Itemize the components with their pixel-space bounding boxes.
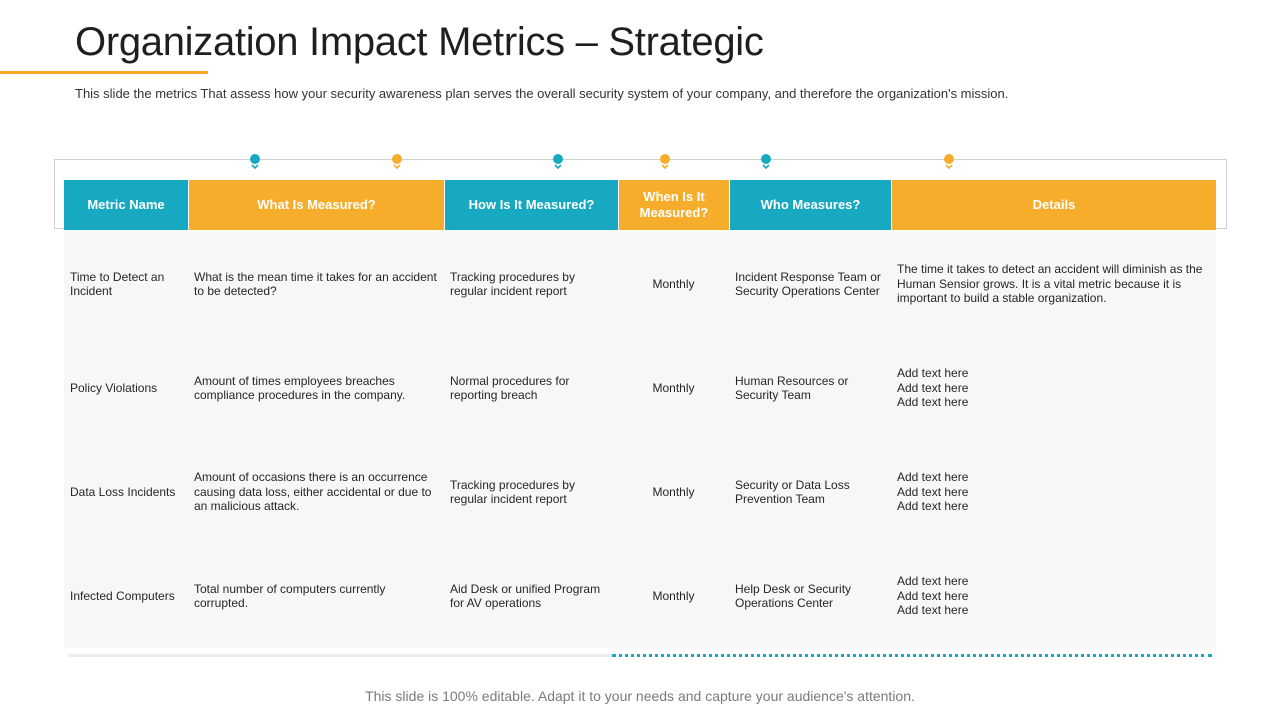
table-row: Data Loss Incidents Amount of occasions … [64,440,1216,544]
when-measured-cell: Monthly [652,484,695,499]
what-measured-cell: Amount of times employees breaches compl… [194,373,406,403]
page-title: Organization Impact Metrics – Strategic [75,20,764,64]
details-cell: Add text here Add text here Add text her… [891,336,1216,440]
table-header-row: Metric Name What Is Measured? How Is It … [64,180,1216,232]
how-measured-cell: Aid Desk or unified Program for AV opera… [450,581,601,611]
details-text: Add text here [897,499,969,514]
header-when-measured: When Is It Measured? [618,180,729,232]
what-measured-cell: Amount of occasions there is an occurren… [194,470,432,514]
column-marker-icon [390,154,404,174]
details-text: The time it takes to detect an accident … [897,262,1203,306]
column-marker-icon [942,154,956,174]
header-metric-name: Metric Name [64,180,188,232]
column-marker-icon [248,154,262,174]
header-details: Details [891,180,1216,232]
column-marker-icon [658,154,672,174]
how-measured-cell: Tracking procedures by regular incident … [450,477,575,507]
metric-name-cell: Policy Violations [70,380,158,395]
how-measured-cell: Normal procedures for reporting breach [450,373,570,403]
when-measured-cell: Monthly [652,380,695,395]
metric-name-cell: Data Loss Incidents [70,484,176,499]
details-cell: Add text here Add text here Add text her… [891,440,1216,544]
details-text: Add text here [897,380,969,395]
table-row: Policy Violations Amount of times employ… [64,336,1216,440]
who-measures-cell: Incident Response Team or Security Opera… [735,269,881,299]
header-what-measured: What Is Measured? [188,180,444,232]
who-measures-cell: Security or Data Loss Prevention Team [735,477,850,507]
details-text: Add text here [897,574,969,589]
header-how-measured: How Is It Measured? [444,180,618,232]
details-text: Add text here [897,484,969,499]
header-who-measures: Who Measures? [729,180,891,232]
who-measures-cell: Help Desk or Security Operations Center [735,581,852,611]
bottom-divider [68,654,612,657]
details-text: Add text here [897,395,969,410]
details-cell: The time it takes to detect an accident … [891,232,1216,336]
details-text: Add text here [897,588,969,603]
table-row: Time to Detect an Incident What is the m… [64,232,1216,336]
title-underline [0,71,208,74]
page-subtitle: This slide the metrics That assess how y… [75,86,1009,101]
details-cell: Add text here Add text here Add text her… [891,544,1216,648]
details-text: Add text here [897,366,969,381]
footer-note: This slide is 100% editable. Adapt it to… [365,688,915,704]
dotted-divider [612,654,1212,657]
details-text: Add text here [897,603,969,618]
column-marker-icon [551,154,565,174]
metric-name-cell: Time to Detect an Incident [70,269,165,299]
how-measured-cell: Tracking procedures by regular incident … [450,269,575,299]
when-measured-cell: Monthly [652,588,695,603]
column-marker-icon [759,154,773,174]
who-measures-cell: Human Resources or Security Team [735,373,849,403]
table-row: Infected Computers Total number of compu… [64,544,1216,648]
what-measured-cell: Total number of computers currently corr… [194,581,386,611]
what-measured-cell: What is the mean time it takes for an ac… [194,269,437,299]
details-text: Add text here [897,470,969,485]
metrics-table: Metric Name What Is Measured? How Is It … [64,180,1216,648]
table-body: Time to Detect an Incident What is the m… [64,232,1216,648]
metric-name-cell: Infected Computers [70,588,175,603]
when-measured-cell: Monthly [652,276,695,291]
